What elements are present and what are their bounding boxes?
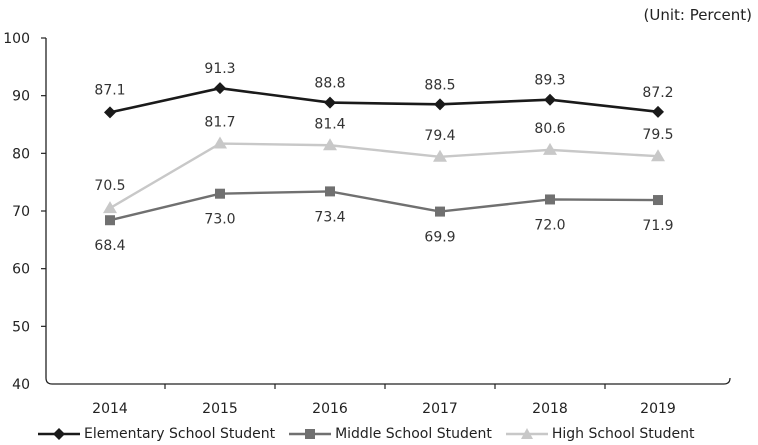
data-label-high: 70.5 xyxy=(94,178,125,194)
point-elementary xyxy=(324,96,336,109)
x-tick-label: 2015 xyxy=(202,401,238,417)
data-label-elementary: 87.1 xyxy=(94,82,125,98)
y-tick-label: 60 xyxy=(12,262,30,278)
data-label-elementary: 89.3 xyxy=(534,73,565,89)
data-label-middle: 73.0 xyxy=(204,212,235,228)
point-elementary xyxy=(434,98,446,111)
data-label-elementary: 87.2 xyxy=(642,85,673,101)
point-elementary xyxy=(214,82,226,95)
y-tick-label: 50 xyxy=(12,319,30,335)
data-label-elementary: 91.3 xyxy=(204,61,235,77)
y-tick-label: 100 xyxy=(3,31,30,47)
legend-swatch-elementary xyxy=(38,428,80,440)
series-line-elementary xyxy=(109,86,659,114)
data-label-high: 81.7 xyxy=(204,115,235,131)
point-middle xyxy=(653,195,663,206)
y-tick-label: 70 xyxy=(12,204,30,220)
data-label-middle: 73.4 xyxy=(314,209,345,225)
point-high xyxy=(543,142,557,155)
point-elementary xyxy=(104,106,116,119)
x-tick-label: 2017 xyxy=(422,401,458,417)
point-high xyxy=(323,138,337,151)
legend-item-middle: Middle School Student xyxy=(289,426,492,442)
point-high xyxy=(213,136,227,149)
legend-swatch-high xyxy=(505,428,548,439)
point-high xyxy=(103,201,117,214)
legend-item-elementary: Elementary School Student xyxy=(38,426,275,442)
legend-label-middle: Middle School Student xyxy=(335,426,492,442)
y-tick-label: 90 xyxy=(12,89,30,105)
legend-label-elementary: Elementary School Student xyxy=(84,426,276,442)
x-tick-label: 2014 xyxy=(92,401,128,417)
legend-item-high: High School Student xyxy=(505,426,695,442)
x-tick-label: 2018 xyxy=(532,401,568,417)
y-tick-label: 40 xyxy=(12,377,30,393)
axes xyxy=(45,38,731,385)
point-high xyxy=(433,149,447,162)
data-label-high: 81.4 xyxy=(314,116,345,132)
x-tick-label: 2019 xyxy=(640,401,676,417)
x-tick-label: 2016 xyxy=(312,401,348,417)
data-label-middle: 69.9 xyxy=(424,230,455,246)
legend-swatch-middle xyxy=(289,429,332,439)
line-chart: 40 50 60 70 80 90 100 2014 2015 2016 2017 2018 2019 8… xyxy=(3,31,731,417)
series-line-high xyxy=(109,142,659,210)
point-middle xyxy=(325,186,335,197)
point-middle xyxy=(545,194,555,205)
data-label-high: 80.6 xyxy=(534,121,565,137)
series-line-middle xyxy=(109,190,659,222)
point-high xyxy=(651,149,665,162)
legend: Elementary School Student Middle School … xyxy=(38,426,708,442)
point-elementary xyxy=(652,105,664,118)
data-label-middle: 71.9 xyxy=(642,218,673,234)
data-label-elementary: 88.5 xyxy=(424,77,455,93)
data-label-high: 79.4 xyxy=(424,128,455,144)
point-middle xyxy=(215,188,225,199)
point-middle xyxy=(435,206,445,217)
data-label-elementary: 88.8 xyxy=(314,76,345,92)
point-middle xyxy=(105,215,115,226)
data-label-middle: 72.0 xyxy=(534,217,565,233)
unit-label: (Unit: Percent) xyxy=(643,6,752,24)
data-label-middle: 68.4 xyxy=(94,238,125,254)
point-elementary xyxy=(544,93,556,106)
legend-label-high: High School Student xyxy=(551,426,695,442)
data-label-high: 79.5 xyxy=(642,127,673,143)
y-tick-label: 80 xyxy=(12,146,30,162)
